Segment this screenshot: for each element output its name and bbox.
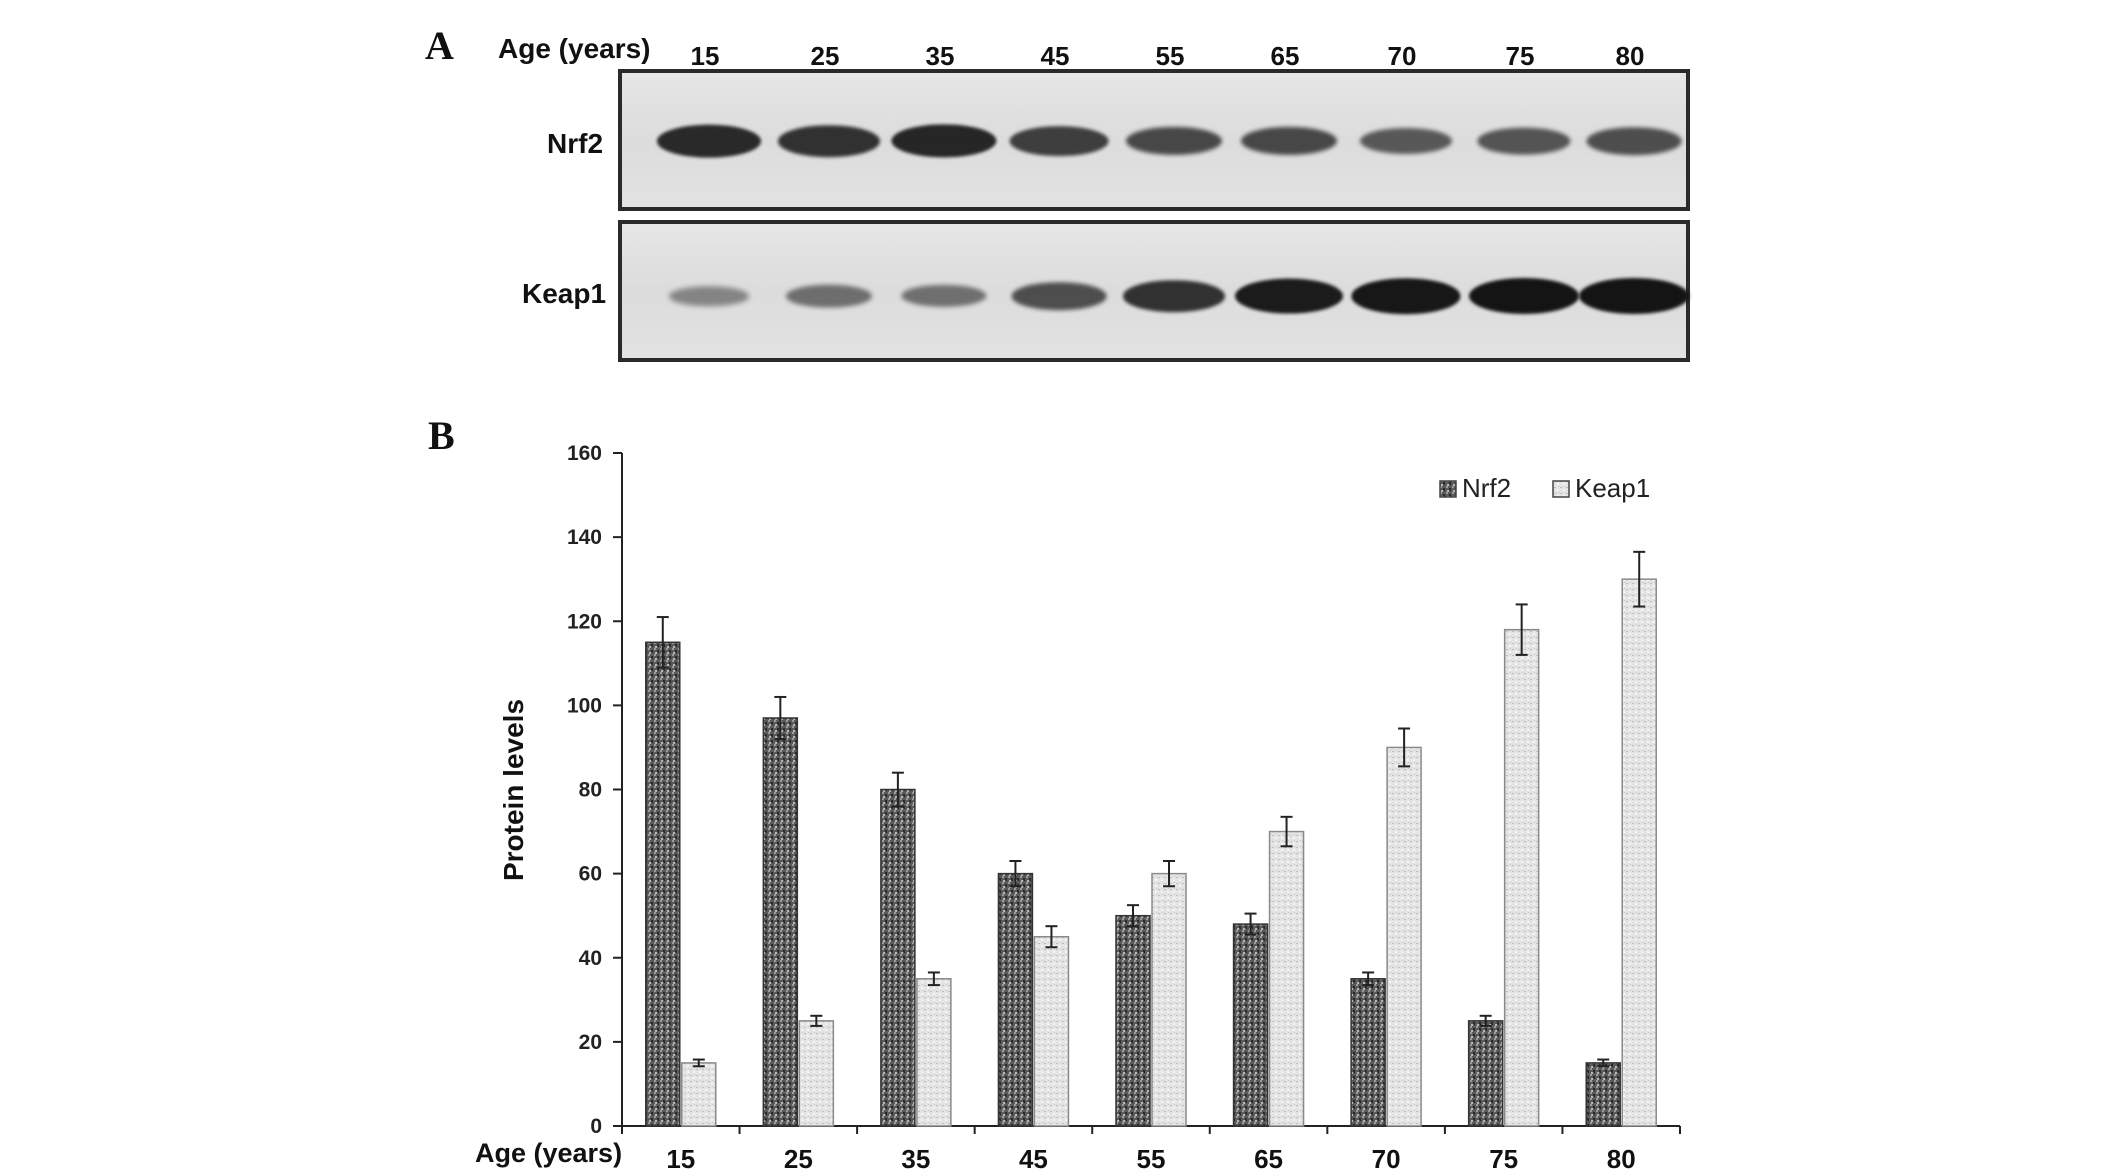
x-tick-label: 25 xyxy=(784,1144,813,1173)
blot-lane-label: 55 xyxy=(1155,41,1185,71)
y-tick-label: 120 xyxy=(567,610,602,633)
nrf2-bar xyxy=(1350,978,1386,1127)
panel-a-letter: A xyxy=(425,23,454,68)
x-tick-label: 55 xyxy=(1137,1144,1166,1173)
blot-band xyxy=(657,124,761,158)
x-tick-label: 80 xyxy=(1607,1144,1636,1173)
blot-lane-label: 35 xyxy=(925,41,955,71)
blot-band xyxy=(901,284,987,308)
keap1-blot-strip xyxy=(618,220,1690,362)
nrf2-bar xyxy=(997,872,1034,1127)
nrf2-bar xyxy=(1115,914,1151,1127)
y-tick-label: 20 xyxy=(579,1031,602,1054)
x-tick-label: 35 xyxy=(901,1144,930,1173)
blot-band xyxy=(891,124,997,158)
blot-band xyxy=(1241,126,1337,156)
blot-band xyxy=(669,286,749,306)
y-axis-label: Protein levels xyxy=(498,699,529,881)
legend-label-keap1: Keap1 xyxy=(1575,473,1650,503)
keap1-bar xyxy=(798,1020,835,1127)
blot-band xyxy=(1351,278,1461,314)
x-axis-label: Age (years) xyxy=(475,1138,622,1168)
nrf2-bar xyxy=(1585,1062,1621,1127)
blot-band xyxy=(778,125,880,157)
nrf2-bar xyxy=(1467,1020,1504,1127)
blot-lane-label: 80 xyxy=(1615,41,1645,71)
y-tick-label: 100 xyxy=(567,694,602,717)
keap1-bar xyxy=(681,1062,717,1127)
blot-band xyxy=(1009,126,1109,156)
nrf2-bar xyxy=(645,641,681,1127)
keap1-bar xyxy=(1621,578,1657,1127)
legend-swatch-keap1 xyxy=(1552,480,1570,498)
x-tick-label: 70 xyxy=(1372,1144,1401,1173)
nrf2-blot-strip xyxy=(618,69,1690,211)
nrf2-bar xyxy=(762,717,799,1127)
keap1-bar xyxy=(1503,628,1540,1127)
blot-band xyxy=(1360,127,1452,155)
blot-row-label-keap1: Keap1 xyxy=(522,278,607,309)
blot-band xyxy=(1477,127,1571,155)
blot-band xyxy=(1011,282,1107,310)
nrf2-bar xyxy=(880,788,916,1127)
blot-lane-label: 70 xyxy=(1387,41,1417,71)
y-tick-label: 80 xyxy=(579,779,602,802)
blot-lane-label: 75 xyxy=(1505,41,1535,71)
y-tick-label: 140 xyxy=(567,526,602,549)
blot-lane-label: 45 xyxy=(1040,41,1070,71)
nrf2-bar xyxy=(1232,923,1269,1127)
blot-band xyxy=(786,284,872,308)
x-tick-label: 45 xyxy=(1019,1144,1048,1173)
keap1-bar xyxy=(1151,872,1187,1127)
y-tick-label: 0 xyxy=(590,1115,602,1138)
x-tick-label: 75 xyxy=(1489,1144,1518,1173)
keap1-bar xyxy=(1386,746,1422,1127)
blot-band xyxy=(1123,280,1225,312)
blot-row-label-nrf2: Nrf2 xyxy=(547,128,604,159)
y-tick-label: 160 xyxy=(567,442,602,465)
y-tick-label: 60 xyxy=(579,863,602,886)
y-tick-label: 40 xyxy=(579,947,602,970)
keap1-bar xyxy=(1033,935,1070,1127)
x-tick-label: 65 xyxy=(1254,1144,1283,1173)
blot-band xyxy=(1126,126,1222,156)
blot-band xyxy=(1469,278,1579,314)
blot-band xyxy=(1586,127,1682,155)
blot-band xyxy=(1235,278,1343,314)
blot-age-label: Age (years) xyxy=(498,33,651,64)
blot-lane-label: 15 xyxy=(690,41,720,71)
keap1-bar xyxy=(916,978,952,1127)
x-tick-label: 15 xyxy=(666,1144,695,1173)
legend-label-nrf2: Nrf2 xyxy=(1462,473,1511,503)
blot-band xyxy=(1579,278,1689,314)
legend-swatch-nrf2 xyxy=(1439,480,1457,498)
blot-lane-label: 65 xyxy=(1270,41,1300,71)
keap1-bar xyxy=(1268,830,1305,1127)
panel-b-letter: B xyxy=(428,413,455,458)
blot-lane-label: 25 xyxy=(810,41,840,71)
